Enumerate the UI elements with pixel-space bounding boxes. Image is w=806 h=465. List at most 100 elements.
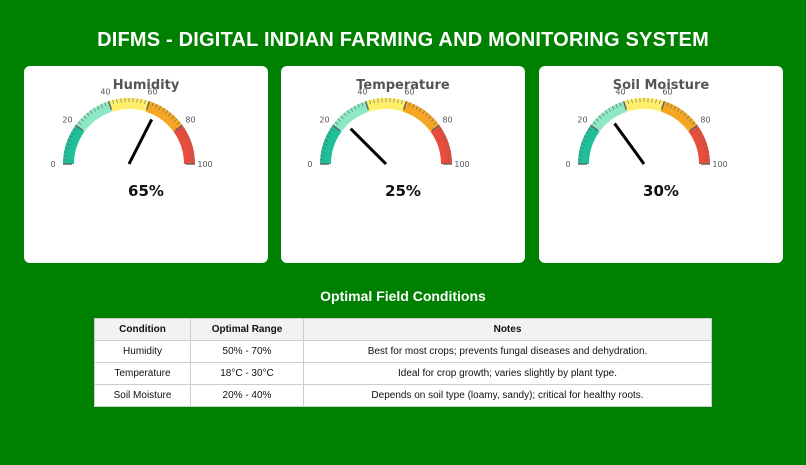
gauge-minor-tick xyxy=(190,155,195,157)
gauge-major-tick xyxy=(174,124,183,132)
gauge-minor-tick xyxy=(173,118,178,122)
gauge-minor-tick xyxy=(93,108,97,112)
gauge-minor-tick xyxy=(601,112,605,117)
gauge-minor-tick xyxy=(651,98,653,103)
gauge-minor-tick xyxy=(176,121,181,125)
optimal-conditions-table: Condition Optimal Range Notes Humidity 5… xyxy=(94,318,712,407)
gauge-major-tick xyxy=(402,100,408,111)
gauge-band-segment xyxy=(590,101,628,132)
column-header: Optimal Range xyxy=(190,318,304,341)
gauge-band-segment xyxy=(660,101,698,132)
gauge-needle xyxy=(613,122,646,165)
gauge-minor-tick xyxy=(71,131,75,135)
gauge-minor-tick xyxy=(343,112,347,117)
gauge-minor-tick xyxy=(666,102,669,107)
table-cell: Depends on soil type (loamy, sandy); cri… xyxy=(303,384,712,407)
gauge-major-tick xyxy=(145,100,151,111)
gauge-minor-tick xyxy=(703,147,709,149)
gauge-minor-tick xyxy=(323,143,328,146)
gauge-minor-tick xyxy=(582,139,587,142)
gauge-minor-tick xyxy=(181,128,185,132)
gauge-tick-label: 80 xyxy=(442,115,452,124)
gauge-title: Temperature xyxy=(356,78,450,93)
gauge-band-segment xyxy=(623,98,665,112)
gauge-tick-label: 100 xyxy=(197,160,212,169)
gauge-minor-tick xyxy=(393,98,395,103)
gauge-minor-tick xyxy=(615,104,618,109)
temperature-gauge: 0 20 40 60 80 100 xyxy=(307,88,469,169)
temperature-gauge-card: 0 20 40 60 80 100 Temperature 25% xyxy=(281,66,525,263)
table-cell: Humidity xyxy=(94,340,191,363)
page-title: DIFMS - DIGITAL INDIAN FARMING AND MONIT… xyxy=(97,29,709,51)
gauge-minor-tick xyxy=(69,135,74,138)
gauge-minor-tick xyxy=(688,118,693,122)
gauge-minor-tick xyxy=(186,139,191,142)
gauge-minor-tick xyxy=(63,155,68,157)
column-header: Condition xyxy=(94,318,191,341)
gauge-minor-tick xyxy=(397,99,399,104)
gauge-needle xyxy=(127,118,154,165)
gauge-tick-label: 0 xyxy=(565,160,570,169)
gauge-band-segment xyxy=(145,101,183,132)
gauge-minor-tick xyxy=(326,135,331,138)
table-row: Soil Moisture 20% - 40% Depends on soil … xyxy=(94,384,712,407)
gauge-minor-tick xyxy=(377,98,379,103)
gauge-minor-tick xyxy=(446,151,451,153)
gauge-tick-label: 80 xyxy=(700,115,710,124)
gauge-minor-tick xyxy=(136,98,138,103)
gauge-minor-tick xyxy=(696,128,700,132)
table-cell: Ideal for crop growth; varies slightly b… xyxy=(303,362,712,385)
soil-moisture-gauge: 0 20 40 60 80 100 xyxy=(565,88,727,169)
gauge-minor-tick xyxy=(584,135,589,138)
gauge-major-tick xyxy=(107,100,113,111)
gauge-minor-tick xyxy=(440,131,444,135)
gauge-minor-tick xyxy=(635,98,637,103)
gauge-value: 65% xyxy=(128,182,164,200)
gauge-minor-tick xyxy=(686,115,690,120)
gauge-minor-tick xyxy=(67,139,72,142)
gauge-minor-tick xyxy=(592,121,597,125)
gauge-minor-tick xyxy=(422,110,426,115)
gauge-minor-tick xyxy=(155,104,158,109)
gauge-minor-tick xyxy=(188,147,194,149)
gauge-minor-tick xyxy=(350,108,354,112)
gauge-minor-tick xyxy=(627,99,629,105)
gauge-minor-tick xyxy=(425,112,429,117)
gauge-tick-label: 60 xyxy=(662,88,672,97)
gauge-minor-tick xyxy=(189,151,194,153)
column-header: Notes xyxy=(303,318,712,341)
gauge-minor-tick xyxy=(604,110,608,115)
gauge-tick-label: 40 xyxy=(615,88,625,97)
gauge-minor-tick xyxy=(321,151,326,153)
gauge-minor-tick xyxy=(116,99,118,104)
gauge-minor-tick xyxy=(418,108,422,112)
gauge-minor-tick xyxy=(581,143,586,146)
gauge-minor-tick xyxy=(337,118,342,122)
gauge-band-segment xyxy=(365,98,407,112)
gauge-minor-tick xyxy=(691,121,696,125)
gauge-title: Humidity xyxy=(112,78,180,93)
gauge-minor-tick xyxy=(705,155,710,157)
gauge-minor-tick xyxy=(104,102,107,107)
gauge-tick-label: 20 xyxy=(62,115,72,124)
gauge-minor-tick xyxy=(588,128,592,132)
gauge-minor-tick xyxy=(140,99,142,104)
gauge-value: 25% xyxy=(385,182,421,200)
gauge-band-segment xyxy=(578,125,600,164)
gauge-minor-tick xyxy=(373,99,375,104)
gauge-minor-tick xyxy=(444,143,449,146)
gauge-title: Soil Moisture xyxy=(612,78,710,93)
gauge-minor-tick xyxy=(328,131,332,135)
gauge-minor-tick xyxy=(80,118,85,122)
gauge-minor-tick xyxy=(361,102,364,107)
gauge-minor-tick xyxy=(187,143,192,146)
gauge-tick-label: 100 xyxy=(712,160,727,169)
gauge-needle xyxy=(349,127,388,166)
gauge-minor-tick xyxy=(184,135,189,138)
gauge-minor-tick xyxy=(89,110,93,115)
gauge-minor-tick xyxy=(64,147,70,149)
gauge-minor-tick xyxy=(120,98,122,103)
gauge-minor-tick xyxy=(683,112,687,117)
gauge-minor-tick xyxy=(161,108,165,112)
table-cell: Temperature xyxy=(94,362,191,385)
